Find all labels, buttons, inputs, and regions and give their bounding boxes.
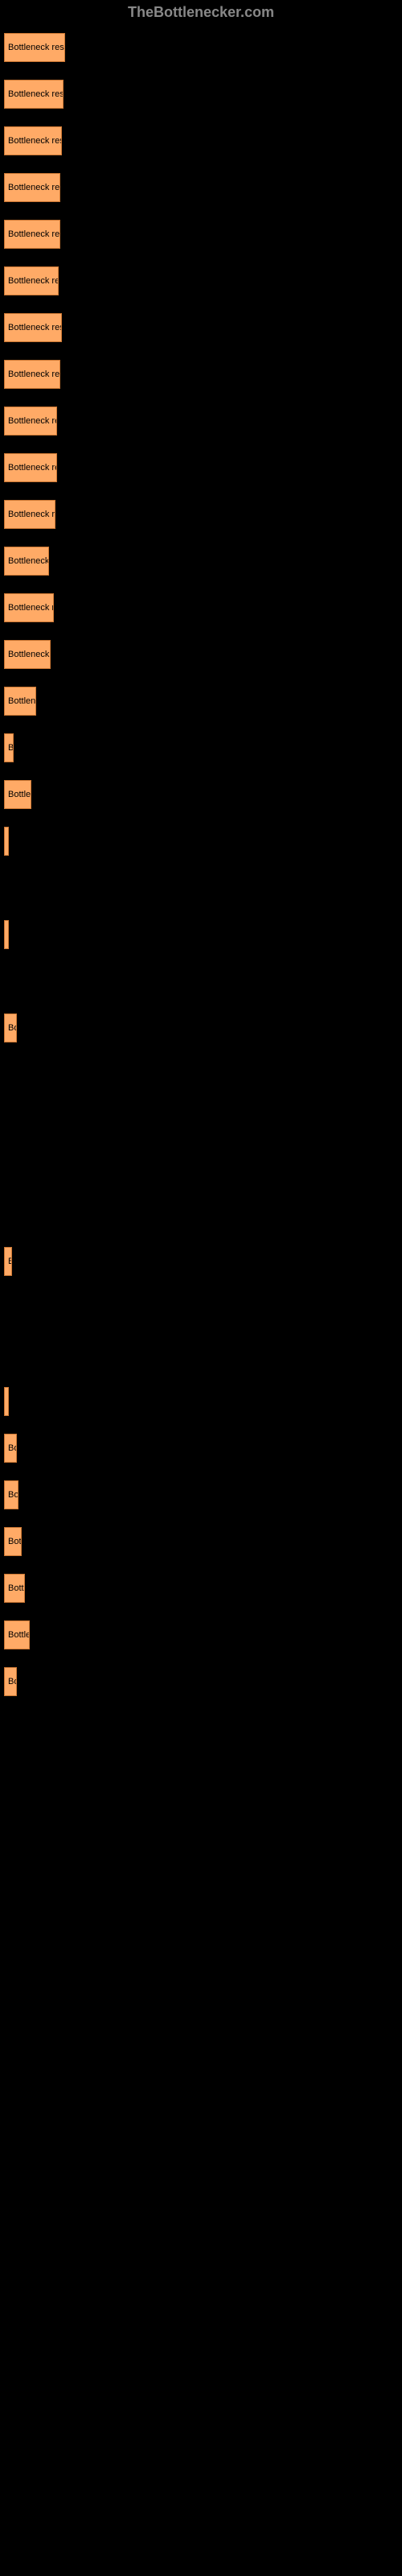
chart-bar: Bottleneck res: [4, 80, 64, 109]
bar-row: [4, 1051, 402, 1098]
bar-row: Bottleneck: [4, 538, 402, 584]
bar-row: Bottleneck re: [4, 491, 402, 538]
chart-bar: Bottle: [4, 1620, 30, 1649]
chart-bar: Bottleneck res: [4, 313, 62, 342]
chart-bar: Bo: [4, 1667, 17, 1696]
bar-row: Bo: [4, 1005, 402, 1051]
bar-row: [4, 1378, 402, 1425]
chart-bar: Bottleneck resu: [4, 33, 65, 62]
bar-row: Bottle: [4, 771, 402, 818]
bar-row: Bottleneck r: [4, 584, 402, 631]
bar-row: Bo: [4, 1425, 402, 1472]
watermark-text: TheBottlenecker.com: [128, 4, 274, 21]
chart-bar: Bo: [4, 1434, 17, 1463]
chart-bar: Bottleneck re: [4, 407, 57, 436]
bar-row: [4, 958, 402, 1005]
bar-row: Bottleneck res: [4, 351, 402, 398]
chart-bar: Bott: [4, 1574, 25, 1603]
bar-row: Bottle: [4, 1612, 402, 1658]
bar-row: Bot: [4, 1518, 402, 1565]
chart-bar: B: [4, 733, 14, 762]
bar-row: Bottleneck re: [4, 258, 402, 304]
chart-bar: [4, 1387, 9, 1416]
chart-bar: Bottleneck res: [4, 173, 60, 202]
chart-bar: Bottleneck res: [4, 126, 62, 155]
chart-bar: Bottleneck re: [4, 500, 55, 529]
bar-row: Bottleneck resu: [4, 24, 402, 71]
bar-row: Bottlen: [4, 678, 402, 724]
chart-bar: [4, 827, 9, 856]
bar-row: Bottleneck res: [4, 211, 402, 258]
chart-bar: Bottleneck res: [4, 220, 60, 249]
chart-bar: Bottleneck re: [4, 266, 59, 295]
chart-bar: Bo: [4, 1480, 18, 1509]
chart-bar: Bo: [4, 1013, 17, 1042]
bar-row: Bottleneck re: [4, 444, 402, 491]
chart-bar: Bottleneck: [4, 640, 51, 669]
bar-row: [4, 1191, 402, 1238]
bar-row: Bottleneck res: [4, 304, 402, 351]
chart-bar: Bot: [4, 1527, 22, 1556]
chart-bar: Bottleneck res: [4, 360, 60, 389]
bar-row: Bottleneck re: [4, 398, 402, 444]
bar-row: Bottleneck res: [4, 71, 402, 118]
bar-row: B: [4, 724, 402, 771]
bar-row: Bottleneck res: [4, 164, 402, 211]
bar-row: Bottleneck: [4, 631, 402, 678]
chart-bar: Bottle: [4, 780, 31, 809]
bar-row: [4, 865, 402, 911]
chart-bar: B: [4, 1247, 12, 1276]
bar-row: Bottleneck res: [4, 118, 402, 164]
chart-bar: Bottleneck: [4, 547, 49, 576]
bar-row: Bott: [4, 1565, 402, 1612]
chart-bar: Bottleneck r: [4, 593, 54, 622]
bar-row: [4, 1331, 402, 1378]
chart-bar: Bottlen: [4, 687, 36, 716]
bar-row: [4, 818, 402, 865]
bar-row: Bo: [4, 1472, 402, 1518]
bar-row: [4, 911, 402, 958]
bar-row: [4, 1145, 402, 1191]
chart-bar: Bottleneck re: [4, 453, 57, 482]
bar-row: [4, 1285, 402, 1331]
bar-row: [4, 1098, 402, 1145]
bar-row: B: [4, 1238, 402, 1285]
bar-row: Bo: [4, 1658, 402, 1705]
bar-chart: Bottleneck resu Bottleneck res Bottleneck …: [0, 0, 402, 1705]
chart-bar: [4, 920, 9, 949]
